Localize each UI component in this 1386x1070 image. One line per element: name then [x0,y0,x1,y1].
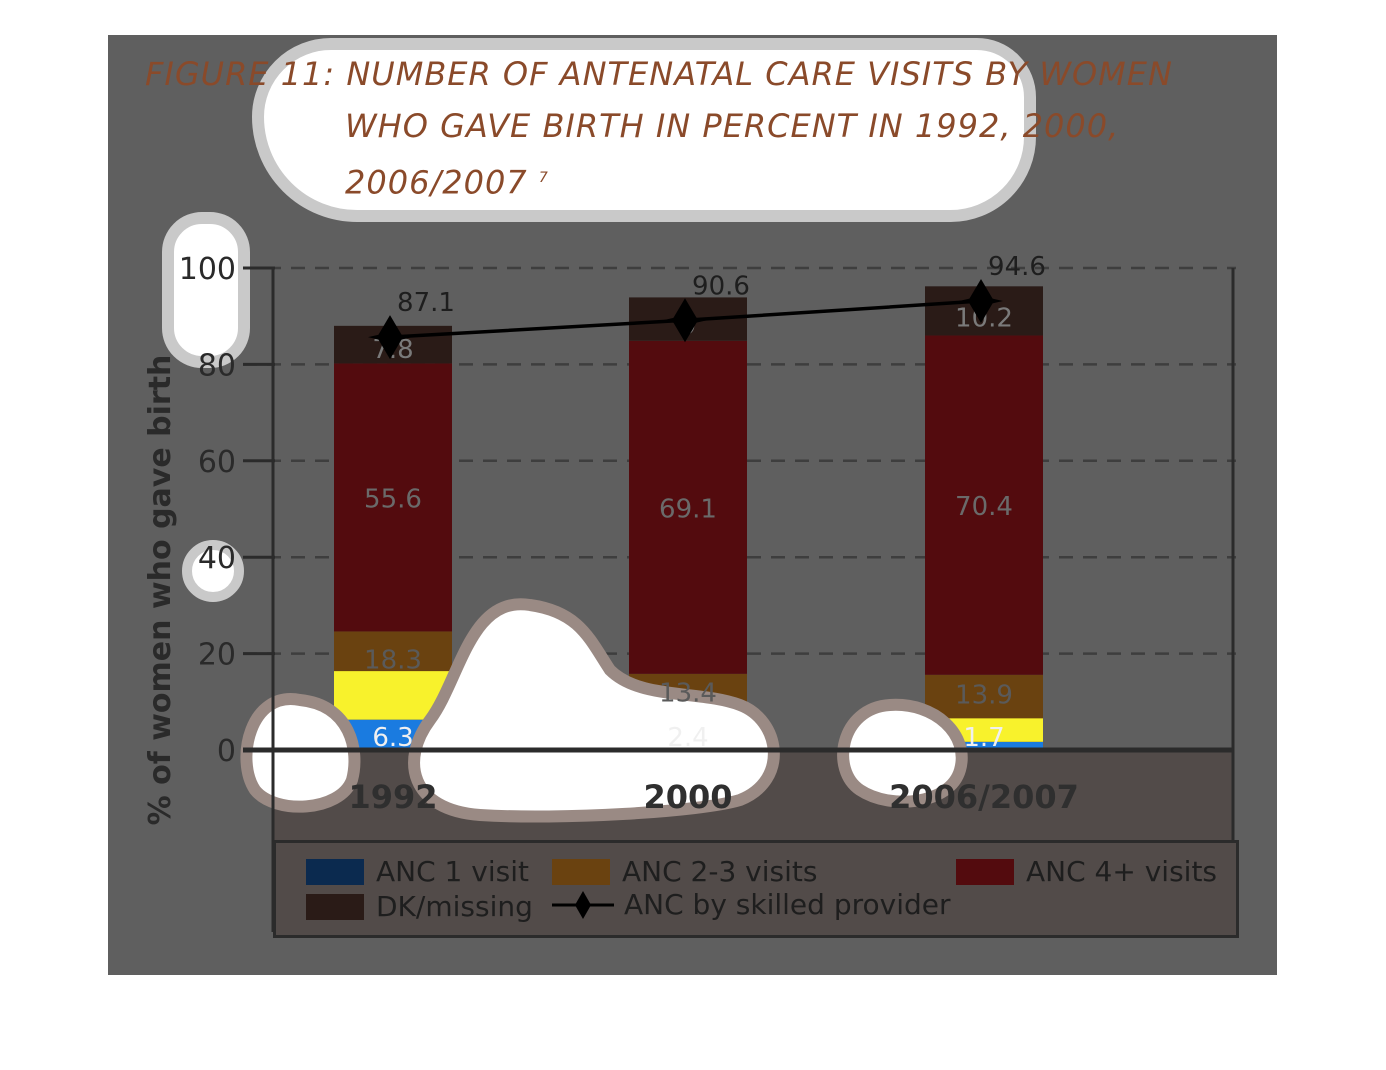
legend-label-anc23: ANC 2-3 visits [622,855,818,888]
legend-item-anc1: ANC 1 visit [306,855,529,888]
legend-label-anc4: ANC 4+ visits [1026,855,1218,888]
title-line-1: FIGURE 11: NUMBER OF ANTENATAL CARE VISI… [145,55,1173,93]
y-tick-label: 40 [198,541,236,576]
title-footnote: 7 [538,170,549,186]
bottom-blob-1 [408,598,780,823]
axes: 0 20 40 60 80 100 1992 2000 2006/2007 [179,252,1235,932]
x-category-label: 2006/2007 [889,778,1079,816]
y-tick-label: 0 [217,734,236,769]
legend-label-dk: DK/missing [376,890,533,923]
skilled-provider-label: 94.6 [988,252,1046,282]
legend-swatch-dk [306,893,364,920]
data-label: 18.3 [364,646,422,676]
title-line-2: WHO GAVE BIRTH IN PERCENT IN 1992, 2000, [345,107,1120,145]
bar-segment [334,363,452,632]
legend-swatch-anc23 [552,858,610,885]
bottom-highlight-blobs [240,598,968,823]
x-category-label: 1992 [348,778,437,816]
skilled-provider-label: 90.6 [692,271,750,301]
bar-segment [925,741,1043,750]
legend-item-skilled: ANC by skilled provider [552,888,951,921]
title-line-3-text: 2006/2007 [345,163,528,202]
y-tick-label: 100 [179,252,236,287]
chart-title: FIGURE 11: NUMBER OF ANTENATAL CARE VISI… [145,48,1245,209]
y-tick-label: 20 [198,638,236,673]
bar-segment [629,340,747,674]
skilled-provider-marker-arm [368,332,412,343]
bottom-blob-0 [240,693,361,813]
data-label: 69.1 [659,494,717,524]
skilled-provider-label: 87.1 [397,288,455,318]
bar-segment [925,335,1043,675]
legend-line-marker [552,890,614,919]
legend: ANC 1 visit ANC 2-3 visits ANC 4+ visits… [273,840,1239,938]
data-label: 13.9 [955,681,1013,711]
data-label: 2.4 [667,723,708,753]
y-tick-label: 60 [198,445,236,480]
x-category-label: 2000 [643,778,732,816]
data-label: 1.7 [963,723,1004,753]
ylabel-highlight-blob [162,212,250,368]
legend-item-dk: DK/missing [306,890,533,923]
title-line-3: 2006/2007 7 [145,152,1245,209]
legend-item-anc4: ANC 4+ visits [956,855,1217,888]
data-label: 55.6 [364,484,422,514]
legend-swatch-anc1 [306,858,364,885]
ytick-highlight-blob [182,540,244,602]
skilled-provider-line: 87.1 90.6 94.6 [368,252,1046,360]
data-label: 70.4 [955,492,1013,522]
legend-item-anc23: ANC 2-3 visits [552,855,817,888]
y-axis-label: % of women who gave birth [143,355,178,826]
bottom-blob-2 [837,698,968,808]
skilled-provider-marker-arm [959,296,1003,307]
legend-label-anc1: ANC 1 visit [376,855,529,888]
data-label: 13.4 [659,679,717,709]
legend-label-skilled: ANC by skilled provider [624,888,951,921]
data-label: 6.3 [372,723,413,753]
y-tick-label: 80 [198,348,236,383]
grid-lines [243,266,1236,655]
skilled-provider-marker-arm [663,315,707,326]
legend-swatch-anc4 [956,858,1014,885]
